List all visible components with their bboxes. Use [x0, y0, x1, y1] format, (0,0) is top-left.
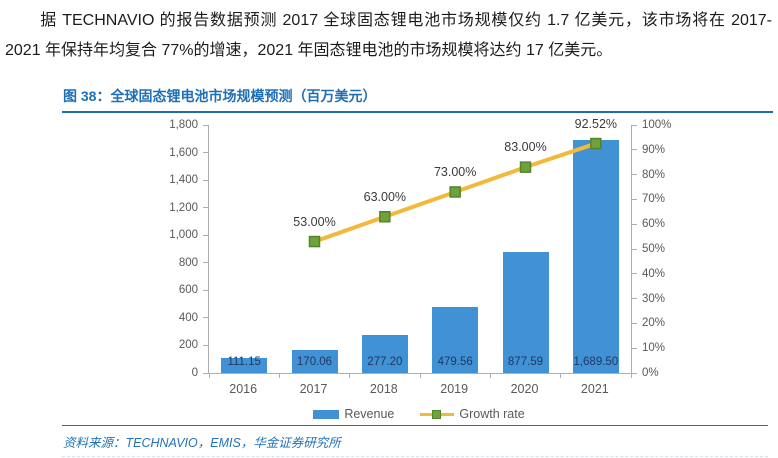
y-axis-tick-left: [203, 152, 209, 154]
growth-marker: [449, 186, 461, 198]
x-axis-tick: [278, 373, 280, 378]
y-axis-tick-label-right: 90%: [642, 143, 666, 156]
x-axis-label: 2021: [580, 382, 609, 396]
legend-item-growth: Growth rate: [420, 407, 525, 421]
y-axis-tick-left: [203, 344, 209, 346]
y-axis-tick-label-left: 600: [178, 284, 198, 297]
y-axis-tick-label-right: 30%: [642, 292, 666, 305]
bar: [221, 357, 268, 373]
legend-revenue-label: Revenue: [344, 407, 395, 421]
growth-marker: [590, 137, 602, 150]
bar: [361, 334, 408, 373]
bar-value-label: 1,689.50: [573, 356, 619, 368]
bar: [502, 252, 549, 373]
y-axis-tick-label-left: 1,600: [169, 146, 198, 159]
bar-value-label: 277.20: [367, 356, 403, 368]
growth-value-label: 92.52%: [574, 116, 618, 131]
x-axis-label: 2017: [299, 382, 328, 396]
growth-value-label: 73.00%: [433, 164, 477, 179]
x-axis-tick: [489, 373, 491, 378]
y-axis-tick-right: [631, 273, 637, 275]
y-axis-tick-right: [631, 248, 637, 250]
y-axis-tick-label-right: 80%: [642, 168, 666, 181]
growth-marker: [308, 235, 321, 248]
legend-item-revenue: Revenue: [313, 407, 394, 421]
growth-value-label: 53.00%: [293, 214, 336, 229]
y-axis-tick-label-left: 1,800: [169, 119, 198, 131]
legend-growth-swatch: [420, 409, 455, 419]
y-axis-tick-left: [203, 124, 209, 126]
growth-marker: [519, 161, 532, 173]
y-axis-tick-right: [631, 223, 637, 225]
growth-value-label: 83.00%: [504, 140, 547, 155]
x-axis-tick: [419, 373, 421, 378]
bar-value-label: 111.15: [227, 356, 261, 368]
x-axis-label: 2016: [229, 382, 258, 396]
y-axis-tick-right: [631, 174, 637, 176]
y-axis-tick-label-left: 1,400: [169, 174, 198, 187]
bar-value-label: 479.56: [437, 356, 473, 368]
figure-block: 图 38：全球固态锂电池市场规模预测（百万美元） 111.15 170.06 277…: [62, 86, 773, 421]
growth-marker: [379, 211, 391, 223]
y-axis-tick-label-left: 1,000: [169, 229, 198, 242]
y-axis-tick-label-right: 50%: [642, 243, 666, 255]
bar-value-label: 877.59: [507, 356, 544, 368]
report-paragraph: 据 TECHNAVIO 的报告数据预测 2017 全球固态锂电池市场规模仅约 1…: [5, 12, 772, 59]
plot-area: 111.15 170.06 277.20 479.56 877.59 1,689.50 53…: [203, 117, 637, 378]
y-axis-tick-label-left: 400: [178, 311, 198, 324]
y-axis-tick-left: [203, 372, 209, 374]
combo-chart: 111.15 170.06 277.20 479.56 877.59 1,689.50 53…: [62, 113, 773, 421]
y-axis-tick-left: [203, 207, 209, 209]
x-axis-label: 2018: [369, 382, 398, 396]
bar-value-label: 170.06: [296, 356, 333, 368]
x-axis-tick: [208, 373, 210, 378]
legend-growth-label: Growth rate: [459, 407, 525, 421]
x-axis-tick: [630, 373, 632, 378]
y-axis-tick-right: [631, 347, 637, 349]
y-axis-tick-label-right: 40%: [642, 267, 666, 280]
bar: [572, 140, 619, 373]
y-axis-tick-label-right: 0%: [642, 367, 659, 379]
y-axis-tick-right: [631, 149, 637, 151]
source-note: 资料来源：TECHNAVIO，EMIS，华金证券研究所: [62, 425, 768, 457]
y-axis-tick-label-left: 800: [178, 256, 198, 269]
y-axis-tick-label-right: 70%: [642, 193, 666, 206]
y-axis-tick-left: [203, 234, 209, 236]
y-axis-tick-label-right: 60%: [642, 218, 666, 231]
y-axis-tick-label-right: 20%: [642, 317, 666, 330]
x-axis-label: 2020: [510, 382, 539, 396]
y-axis-tick-label-right: 100%: [642, 119, 672, 131]
y-axis-tick-label-left: 200: [178, 339, 198, 352]
y-axis-tick-right: [631, 372, 637, 374]
legend-growth-marker: [432, 409, 442, 419]
bar: [432, 306, 479, 373]
legend-revenue-swatch: [313, 409, 340, 419]
y-axis-tick-label-left: 0: [191, 367, 198, 379]
figure-title: 图 38：全球固态锂电池市场规模预测（百万美元）: [62, 86, 773, 113]
y-axis-tick-right: [631, 124, 637, 126]
growth-line-svg: [308, 137, 602, 248]
y-axis-tick-left: [203, 179, 209, 181]
y-axis-tick-left: [203, 317, 209, 319]
y-axis-tick-right: [631, 298, 637, 300]
growth-value-label: 63.00%: [363, 189, 407, 204]
y-axis-tick-left: [203, 262, 209, 264]
bar: [291, 349, 338, 373]
y-axis-tick-left: [203, 289, 209, 291]
x-axis-tick: [349, 373, 351, 378]
x-axis-tick: [560, 373, 562, 378]
y-axis-tick-label-left: 1,200: [169, 201, 198, 214]
y-axis-tick-label-right: 10%: [642, 342, 666, 355]
y-axis-tick-right: [631, 322, 637, 324]
y-axis-tick-right: [631, 198, 637, 200]
x-axis-label: 2019: [440, 382, 469, 396]
legend: Revenue Growth rate: [208, 407, 630, 421]
